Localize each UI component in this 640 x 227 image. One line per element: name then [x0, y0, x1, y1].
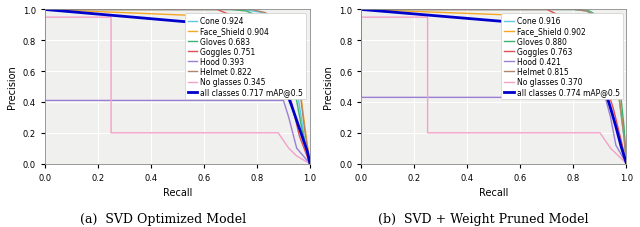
Y-axis label: Precision: Precision [7, 65, 17, 109]
X-axis label: Recall: Recall [163, 188, 192, 197]
Text: (a)  SVD Optimized Model: (a) SVD Optimized Model [80, 212, 246, 225]
Legend: Cone 0.916, Face_Shield 0.902, Gloves 0.880, Goggles 0.763, Hood 0.421, Helmet 0: Cone 0.916, Face_Shield 0.902, Gloves 0.… [501, 14, 623, 100]
Legend: Cone 0.924, Face_Shield 0.904, Gloves 0.683, Goggles 0.751, Hood 0.393, Helmet 0: Cone 0.924, Face_Shield 0.904, Gloves 0.… [185, 14, 306, 100]
Y-axis label: Precision: Precision [323, 65, 333, 109]
X-axis label: Recall: Recall [479, 188, 509, 197]
Text: (b)  SVD + Weight Pruned Model: (b) SVD + Weight Pruned Model [378, 212, 588, 225]
